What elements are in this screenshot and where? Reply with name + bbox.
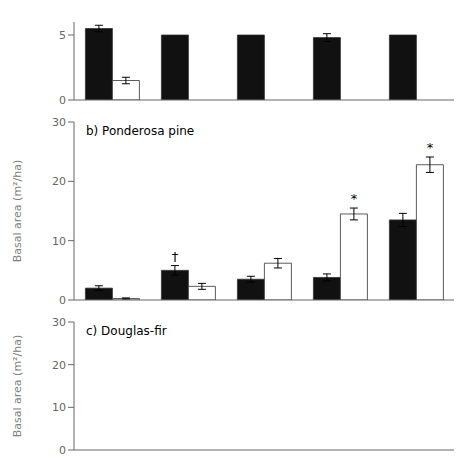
svg-text:20: 20 [52, 359, 66, 372]
svg-text:10: 10 [52, 401, 66, 414]
svg-text:0: 0 [59, 444, 66, 457]
svg-text:30: 30 [52, 316, 66, 329]
svg-text:5: 5 [59, 29, 66, 42]
svg-text:10: 10 [52, 235, 66, 248]
svg-text:30: 30 [52, 116, 66, 129]
svg-text:*: * [427, 140, 434, 155]
svg-text:0: 0 [59, 294, 66, 307]
svg-text:0: 0 [59, 94, 66, 107]
html-text:b) Ponderosa pine: b) Ponderosa pine [86, 124, 195, 138]
svg-text:Basal area (m²/ha): Basal area (m²/ha) [11, 160, 24, 262]
svg-text:Basal area (m²/ha): Basal area (m²/ha) [11, 335, 24, 437]
svg-text:*: * [351, 191, 358, 206]
html-text:c) Douglas-fir: c) Douglas-fir [86, 324, 167, 338]
svg-text:†: † [172, 249, 179, 264]
svg-text:20: 20 [52, 175, 66, 188]
